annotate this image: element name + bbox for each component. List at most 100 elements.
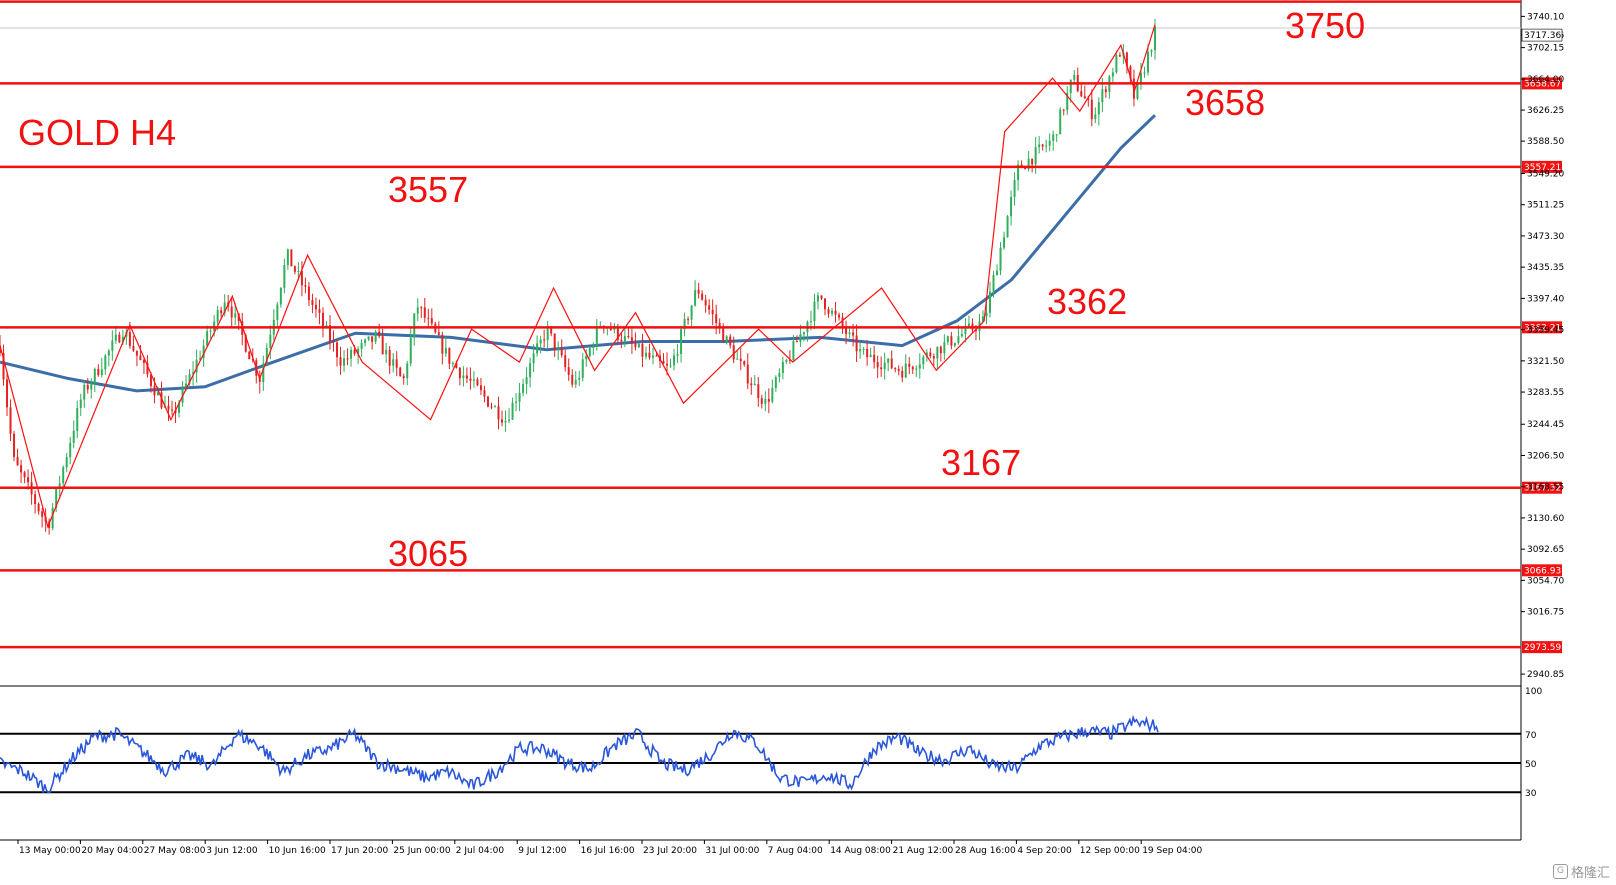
candle-body bbox=[957, 336, 960, 343]
candle-body bbox=[592, 346, 595, 348]
candle-body bbox=[725, 336, 728, 342]
candle-body bbox=[1059, 109, 1062, 135]
candle-body bbox=[388, 349, 391, 366]
candle-body bbox=[79, 399, 82, 409]
candle-body bbox=[465, 375, 468, 379]
candle-body bbox=[536, 343, 539, 354]
candle-body bbox=[1101, 89, 1104, 103]
candle-body bbox=[999, 247, 1002, 271]
price-tick-label: 3092.65 bbox=[1527, 545, 1564, 555]
candle-body bbox=[1143, 72, 1146, 74]
price-tick-label: 3359.45 bbox=[1527, 326, 1564, 336]
candle-body bbox=[486, 396, 489, 407]
candle-body bbox=[736, 358, 739, 360]
candle-body bbox=[662, 360, 665, 364]
candle-body bbox=[128, 331, 131, 347]
candle-body bbox=[859, 349, 862, 352]
price-axis: 3740.10 3717.36 3702.15 3664.00 3626.25 3588.… bbox=[1521, 12, 1564, 680]
candle-body bbox=[444, 347, 447, 354]
rsi-tick-label: 100 bbox=[1525, 687, 1542, 697]
candle-body bbox=[107, 350, 110, 356]
candle-body bbox=[65, 457, 68, 468]
rsi-tick-label: 30 bbox=[1525, 789, 1537, 799]
candle-body bbox=[314, 304, 317, 310]
candle-body bbox=[1066, 92, 1069, 111]
candle-body bbox=[1062, 109, 1065, 111]
candle-body bbox=[574, 379, 577, 385]
level-label: 3167 bbox=[941, 442, 1021, 483]
candle-body bbox=[171, 409, 174, 411]
price-tag-bg bbox=[1522, 564, 1562, 577]
candle-body bbox=[943, 342, 946, 354]
price-tick-label: 3664.00 bbox=[1527, 75, 1564, 85]
price-tick-label: 3054.70 bbox=[1527, 576, 1564, 586]
candle-body bbox=[655, 355, 658, 357]
candle-body bbox=[286, 249, 289, 266]
candle-body bbox=[676, 353, 679, 356]
candle-body bbox=[862, 349, 865, 351]
candle-body bbox=[781, 361, 784, 374]
candle-body bbox=[202, 345, 205, 359]
candle-body bbox=[1073, 74, 1076, 80]
candle-body bbox=[1013, 180, 1016, 197]
candle-body bbox=[627, 336, 630, 338]
time-axis: 13 May 00:00 20 May 04:00 27 May 08:00 3 Ju… bbox=[17, 840, 1203, 856]
candle-body bbox=[802, 332, 805, 335]
candle-body bbox=[371, 336, 374, 342]
watermark-text: 格隆汇 bbox=[1570, 866, 1610, 881]
candle-body bbox=[996, 270, 999, 276]
candle-body bbox=[546, 326, 549, 340]
candle-body bbox=[234, 313, 237, 318]
candle-body bbox=[114, 334, 117, 341]
candle-body bbox=[209, 330, 212, 332]
candle-body bbox=[757, 384, 760, 399]
price-tag: 3362.21 bbox=[1524, 323, 1561, 333]
candle-body bbox=[690, 305, 693, 320]
time-tick-label: 2 Jul 04:00 bbox=[456, 846, 505, 856]
candle-body bbox=[490, 406, 493, 408]
candle-body bbox=[739, 358, 742, 362]
candle-body bbox=[795, 341, 798, 343]
candle-body bbox=[648, 352, 651, 358]
time-tick-label: 27 May 08:00 bbox=[144, 846, 206, 856]
candle-body bbox=[778, 373, 781, 378]
current-price-label: 3717.36 bbox=[1524, 31, 1561, 41]
candle-body bbox=[132, 346, 135, 351]
price-tag: 2973.59 bbox=[1524, 643, 1561, 653]
candle-body bbox=[27, 477, 30, 483]
time-tick-label: 9 Jul 12:00 bbox=[518, 846, 567, 856]
candle-body bbox=[929, 352, 932, 357]
candle-body bbox=[483, 390, 486, 397]
candle-body bbox=[616, 326, 619, 340]
candle-body bbox=[318, 309, 321, 313]
candle-body bbox=[276, 304, 279, 320]
candle-body bbox=[199, 358, 202, 360]
candle-body bbox=[69, 442, 72, 458]
candle-body bbox=[395, 359, 398, 368]
candle-body bbox=[904, 363, 907, 378]
candle-body bbox=[195, 359, 198, 373]
candle-body bbox=[666, 363, 669, 366]
candle-body bbox=[329, 325, 331, 342]
candle-body bbox=[578, 377, 581, 380]
candle-body bbox=[767, 399, 770, 402]
candle-body bbox=[974, 329, 977, 332]
candle-body bbox=[1104, 89, 1107, 93]
price-tick-label: 3397.40 bbox=[1527, 294, 1564, 304]
candle-body bbox=[1041, 144, 1044, 147]
candle-body bbox=[722, 326, 725, 342]
candle-body bbox=[216, 310, 219, 322]
candle-body bbox=[1154, 26, 1156, 51]
candle-body bbox=[637, 343, 640, 348]
candle-body bbox=[585, 355, 588, 360]
candle-body bbox=[1136, 82, 1139, 99]
candle-body bbox=[901, 370, 904, 378]
candle-body bbox=[458, 367, 461, 379]
candle-body bbox=[1010, 196, 1013, 217]
candle-body bbox=[23, 472, 26, 478]
candle-body bbox=[2, 353, 5, 380]
candle-body bbox=[430, 318, 433, 324]
candle-body bbox=[504, 420, 507, 423]
candle-body bbox=[20, 465, 23, 473]
candle-body bbox=[336, 342, 339, 358]
